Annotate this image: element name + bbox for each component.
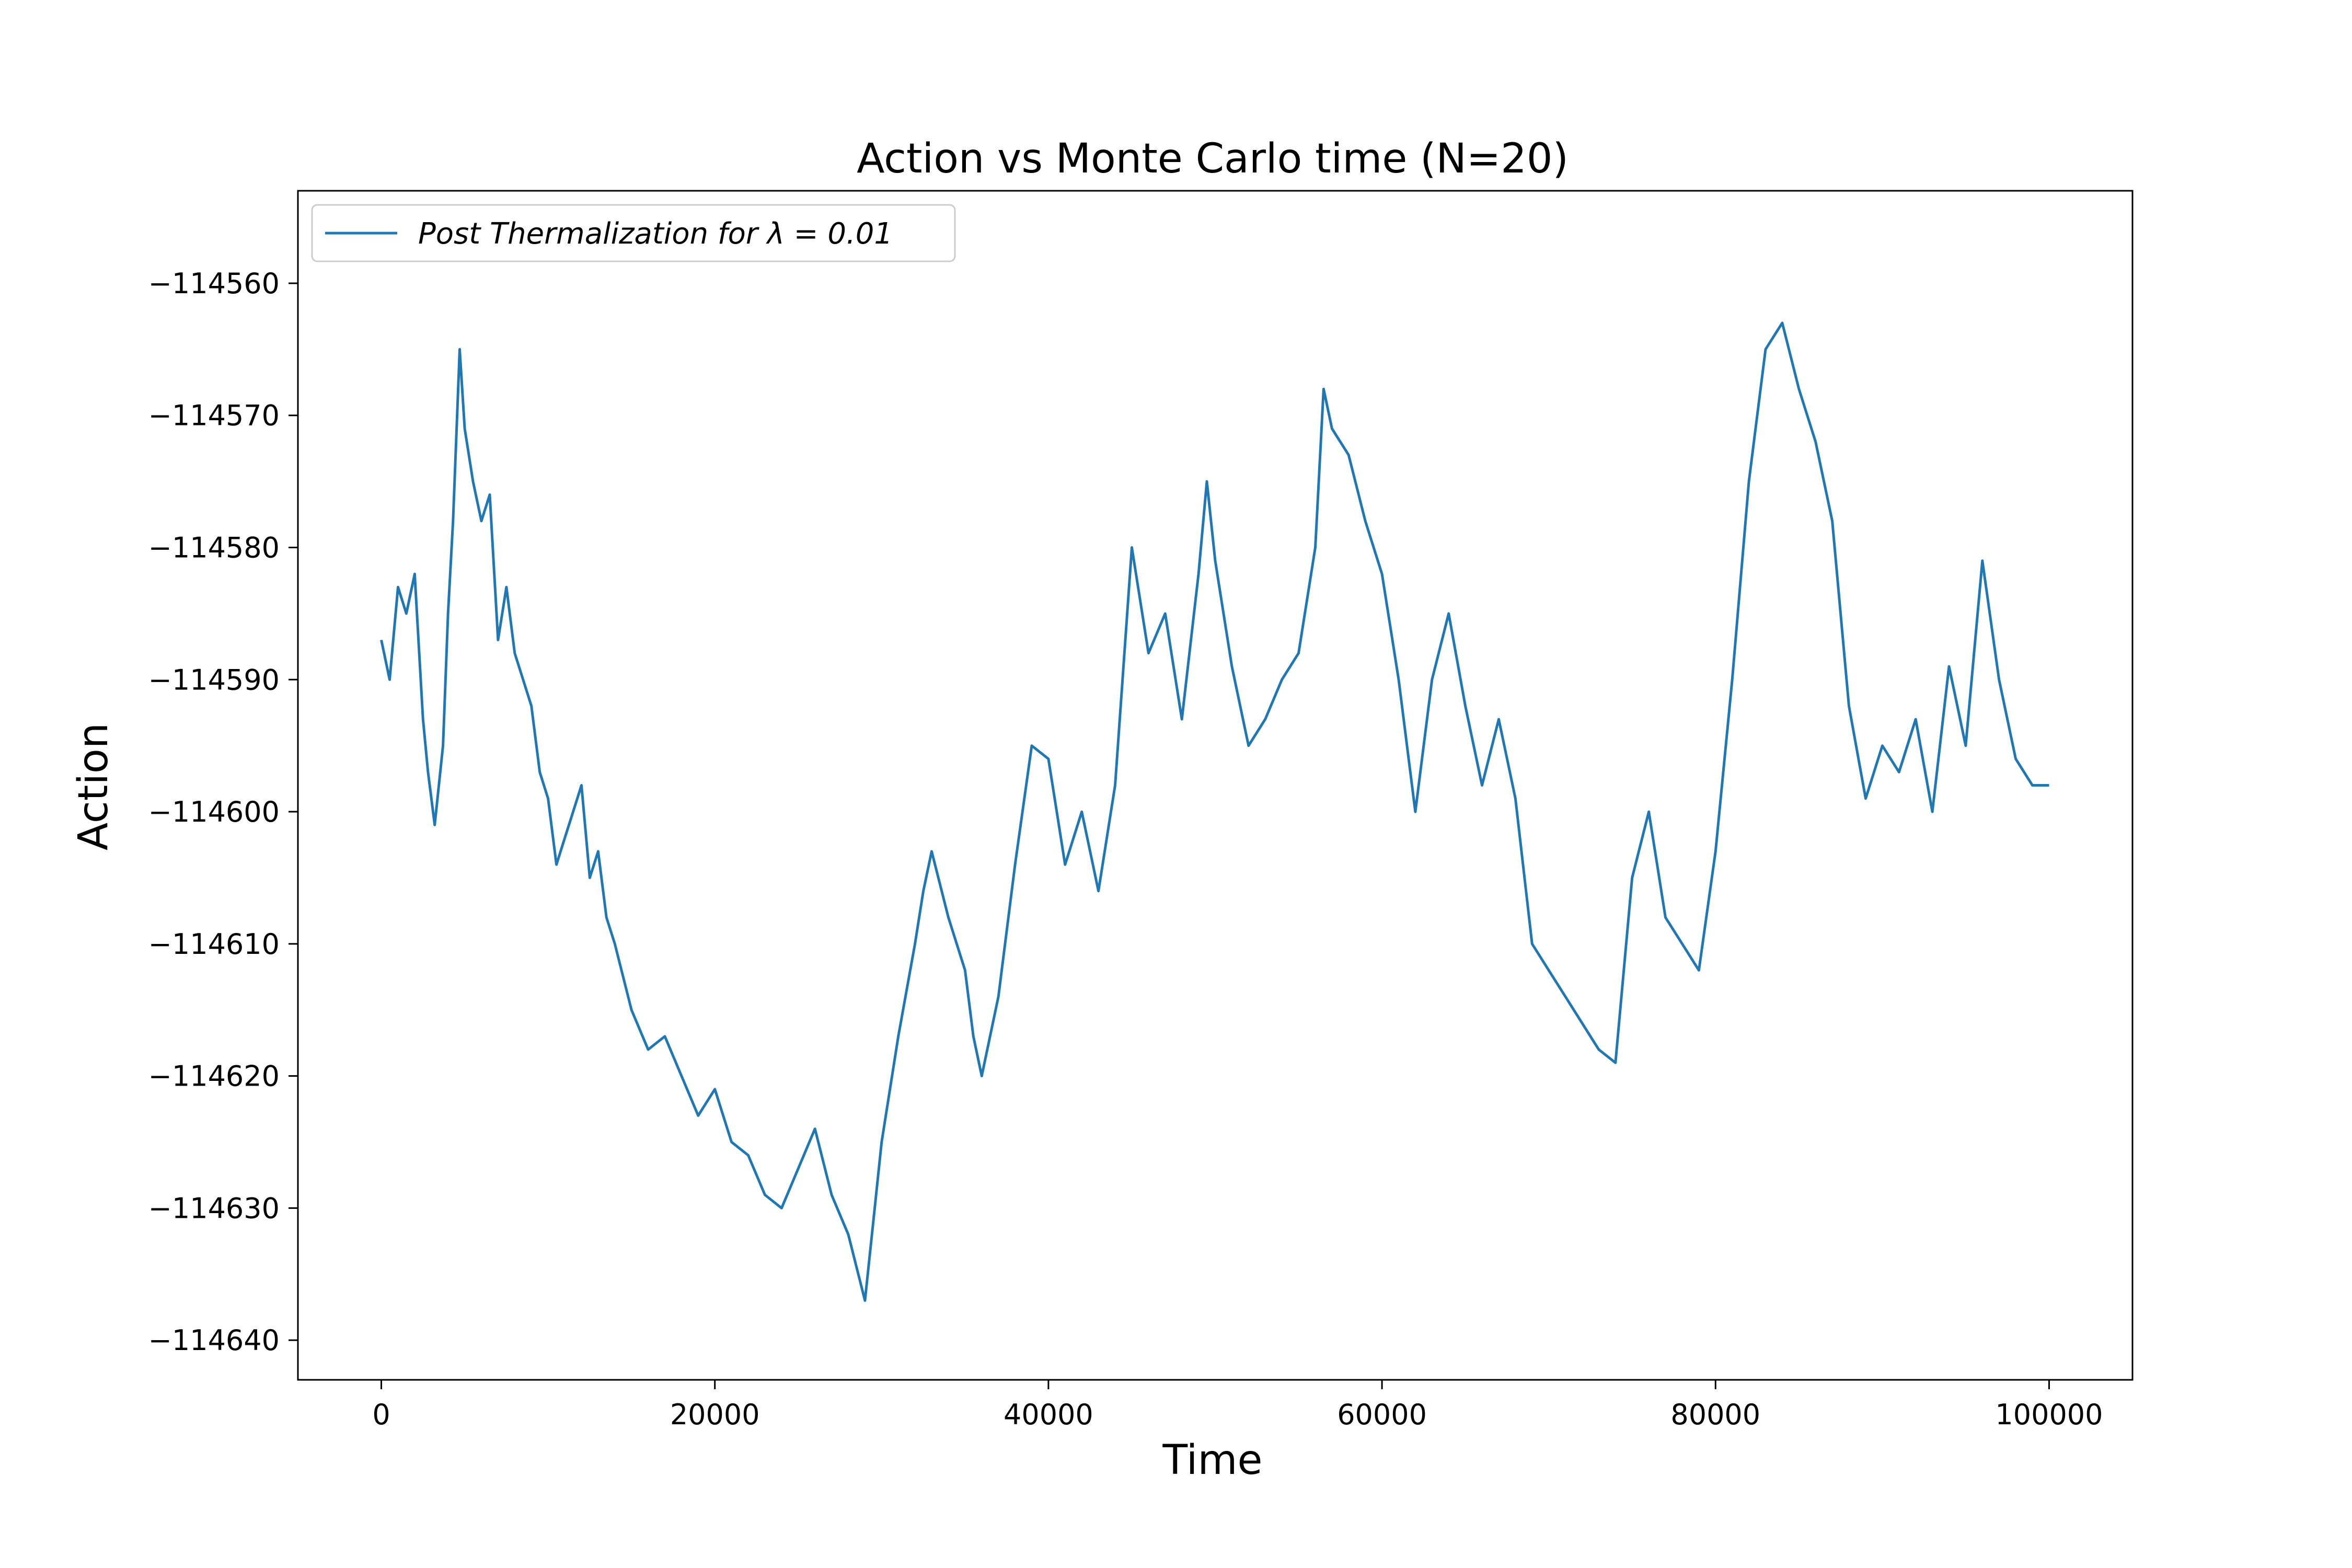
y-tick-label: −114620 [148,1060,280,1093]
chart-title: Action vs Monte Carlo time (N=20) [857,135,1569,182]
plot-area [298,191,2132,1380]
x-tick-label: 0 [372,1398,390,1431]
y-axis-label: Action [70,723,117,850]
y-tick-label: −114590 [148,663,280,696]
y-tick-label: −114560 [148,267,280,300]
series-layer [380,321,2049,1302]
legend-box [311,204,956,262]
x-tick-label: 60000 [1337,1398,1427,1431]
y-tick-label: −114580 [148,532,280,564]
x-tick-label: 80000 [1670,1398,1760,1431]
y-tick-label: −114630 [148,1192,280,1225]
x-tick-label: 100000 [1995,1398,2103,1431]
series-line [380,321,2049,1302]
y-tick-label: −114600 [148,795,280,828]
plot-frame [297,190,2134,1381]
y-tick-label: −114570 [148,399,280,432]
legend-label: Post Thermalization for λ = 0.01 [418,217,893,251]
y-tick-label: −114640 [148,1324,280,1357]
y-axis-ticks: −114560 −114570 −114580 −114590 −114600 −1146… [148,267,298,1357]
x-axis-label: Time [1162,1437,1263,1484]
x-axis-ticks: 0 20000 40000 60000 80000 100000 [372,1380,2103,1431]
x-tick-label: 40000 [1004,1398,1093,1431]
y-tick-label: −114610 [148,928,280,961]
x-tick-label: 20000 [670,1398,760,1431]
legend: Post Thermalization for λ = 0.01 [311,204,956,262]
